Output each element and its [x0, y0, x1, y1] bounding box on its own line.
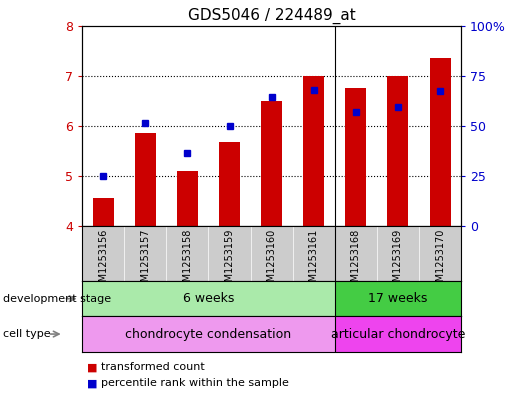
Text: GSM1253156: GSM1253156 — [98, 229, 108, 294]
Bar — [387, 75, 409, 226]
Text: 6 weeks: 6 weeks — [183, 292, 234, 305]
Text: ■: ■ — [87, 362, 98, 373]
Bar — [177, 171, 198, 226]
Text: articular chondrocyte: articular chondrocyte — [331, 327, 465, 341]
Bar — [303, 75, 324, 226]
Text: GSM1253159: GSM1253159 — [225, 229, 234, 294]
Text: cell type: cell type — [3, 329, 50, 339]
Text: 17 weeks: 17 weeks — [368, 292, 428, 305]
Text: GSM1253169: GSM1253169 — [393, 229, 403, 294]
Bar — [346, 88, 366, 226]
Bar — [429, 58, 450, 226]
Text: percentile rank within the sample: percentile rank within the sample — [101, 378, 288, 388]
Text: development stage: development stage — [3, 294, 111, 304]
Text: GSM1253157: GSM1253157 — [140, 229, 151, 294]
Bar — [93, 198, 114, 226]
Text: GSM1253160: GSM1253160 — [267, 229, 277, 294]
Bar — [335, 316, 461, 352]
Text: GSM1253161: GSM1253161 — [309, 229, 319, 294]
Text: GSM1253168: GSM1253168 — [351, 229, 361, 294]
Title: GDS5046 / 224489_at: GDS5046 / 224489_at — [188, 8, 356, 24]
Bar — [219, 142, 240, 226]
Text: GSM1253158: GSM1253158 — [182, 229, 192, 294]
Bar — [135, 133, 156, 226]
Bar — [82, 316, 335, 352]
Text: chondrocyte condensation: chondrocyte condensation — [126, 327, 292, 341]
Text: ■: ■ — [87, 378, 98, 388]
Bar — [335, 281, 461, 316]
Bar — [261, 101, 282, 226]
Bar — [82, 281, 335, 316]
Text: GSM1253170: GSM1253170 — [435, 229, 445, 294]
Text: transformed count: transformed count — [101, 362, 205, 373]
